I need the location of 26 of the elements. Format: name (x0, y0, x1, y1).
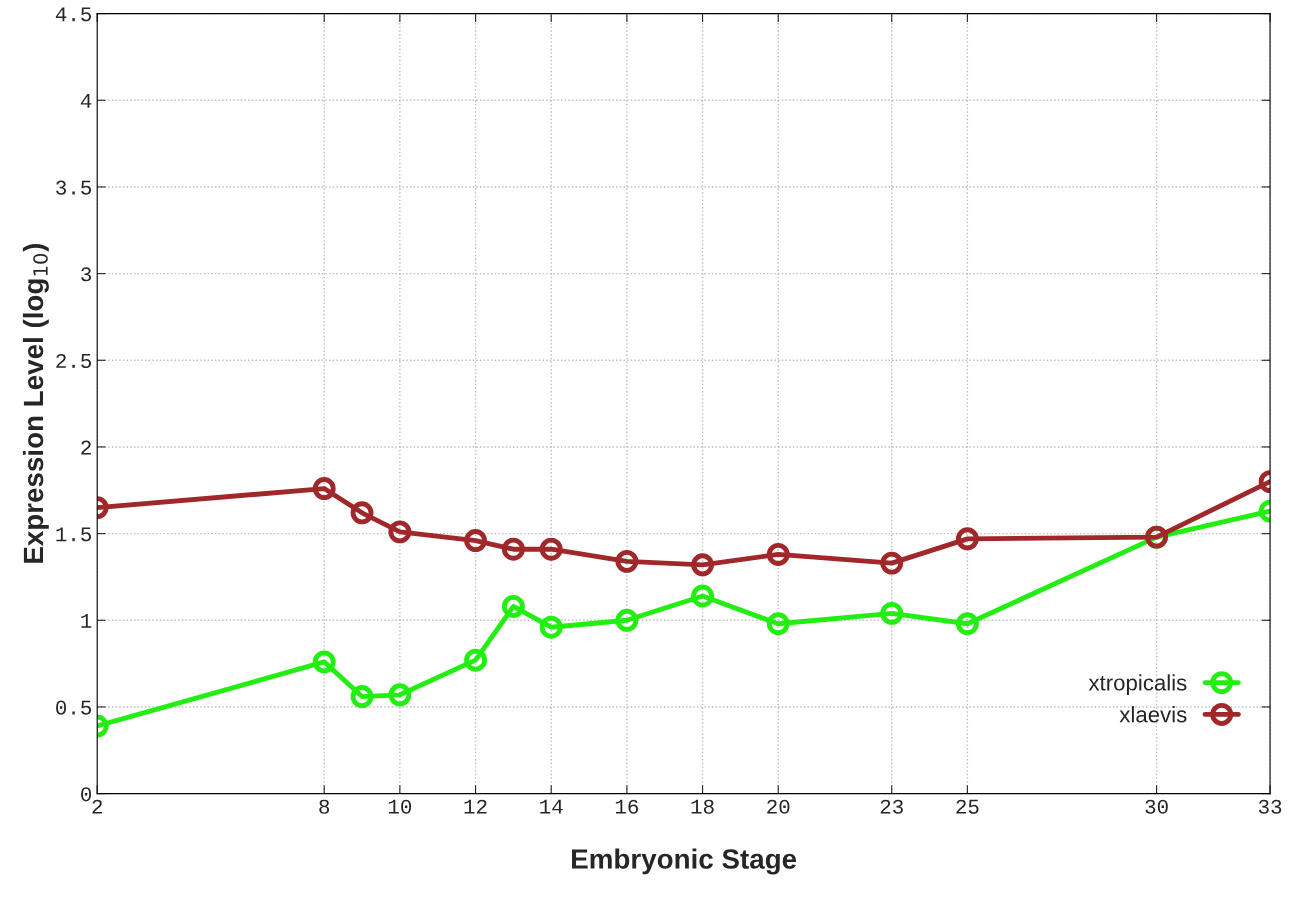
legend-label: xtropicalis (1088, 674, 1187, 695)
y-tick-label: 0.5 (56, 700, 92, 715)
y-axis-title: Expression Level (log$_{10}$) (22, 243, 49, 563)
legend-label: xlaevis (1119, 706, 1187, 723)
x-tick-label: 2 (92, 799, 102, 814)
x-tick-label: 30 (1145, 799, 1168, 814)
x-tick-label: 10 (388, 799, 412, 814)
y-tick-label: 1.5 (56, 527, 92, 542)
y-tick-label: 1 (81, 614, 92, 628)
x-tick-label: 20 (767, 799, 790, 814)
y-tick-label: 4 (80, 94, 92, 108)
x-tick-label: 23 (880, 799, 903, 814)
y-tick-label: 2 (81, 440, 91, 455)
x-tick-label: 12 (464, 799, 487, 814)
y-tick-label: 3 (81, 267, 92, 282)
x-axis-title: Embryonic Stage (572, 848, 797, 875)
y-tick-label: 3.5 (56, 180, 92, 195)
x-tick-label: 16 (615, 799, 639, 814)
x-tick-label: 33 (1258, 799, 1282, 814)
x-tick-label: 8 (319, 799, 330, 814)
x-tick-label: 25 (956, 799, 979, 814)
x-tick-label: 18 (691, 799, 714, 814)
x-tick-label: 14 (540, 799, 563, 814)
y-tick-label: 0 (81, 787, 92, 802)
y-tick-label: 4.5 (55, 7, 92, 22)
y-tick-label: 2.5 (56, 353, 92, 369)
